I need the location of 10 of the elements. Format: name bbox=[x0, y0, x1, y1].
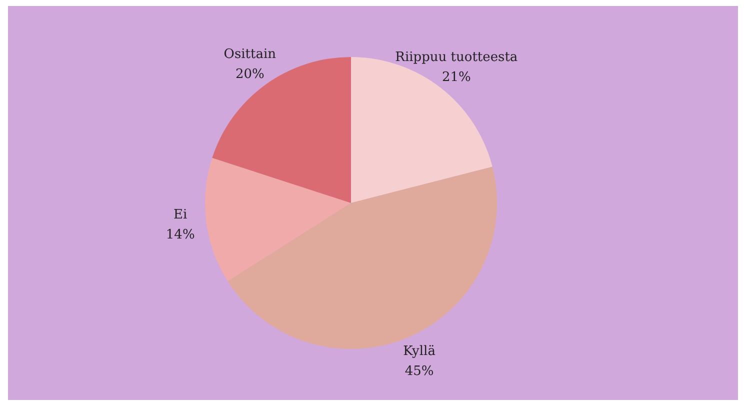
slice-label: Ei bbox=[174, 208, 188, 223]
data-label: 14% bbox=[166, 228, 195, 243]
data-label: 21% bbox=[442, 70, 471, 86]
data-label: 20% bbox=[235, 66, 264, 82]
pie-slice bbox=[205, 158, 351, 282]
pie-slice bbox=[212, 57, 351, 203]
slice-label: Kyllä bbox=[403, 344, 436, 359]
data-label: 45% bbox=[404, 364, 434, 379]
slice-label: Riippuu tuotteesta bbox=[395, 50, 518, 66]
slice-label: Osittain bbox=[224, 46, 277, 62]
